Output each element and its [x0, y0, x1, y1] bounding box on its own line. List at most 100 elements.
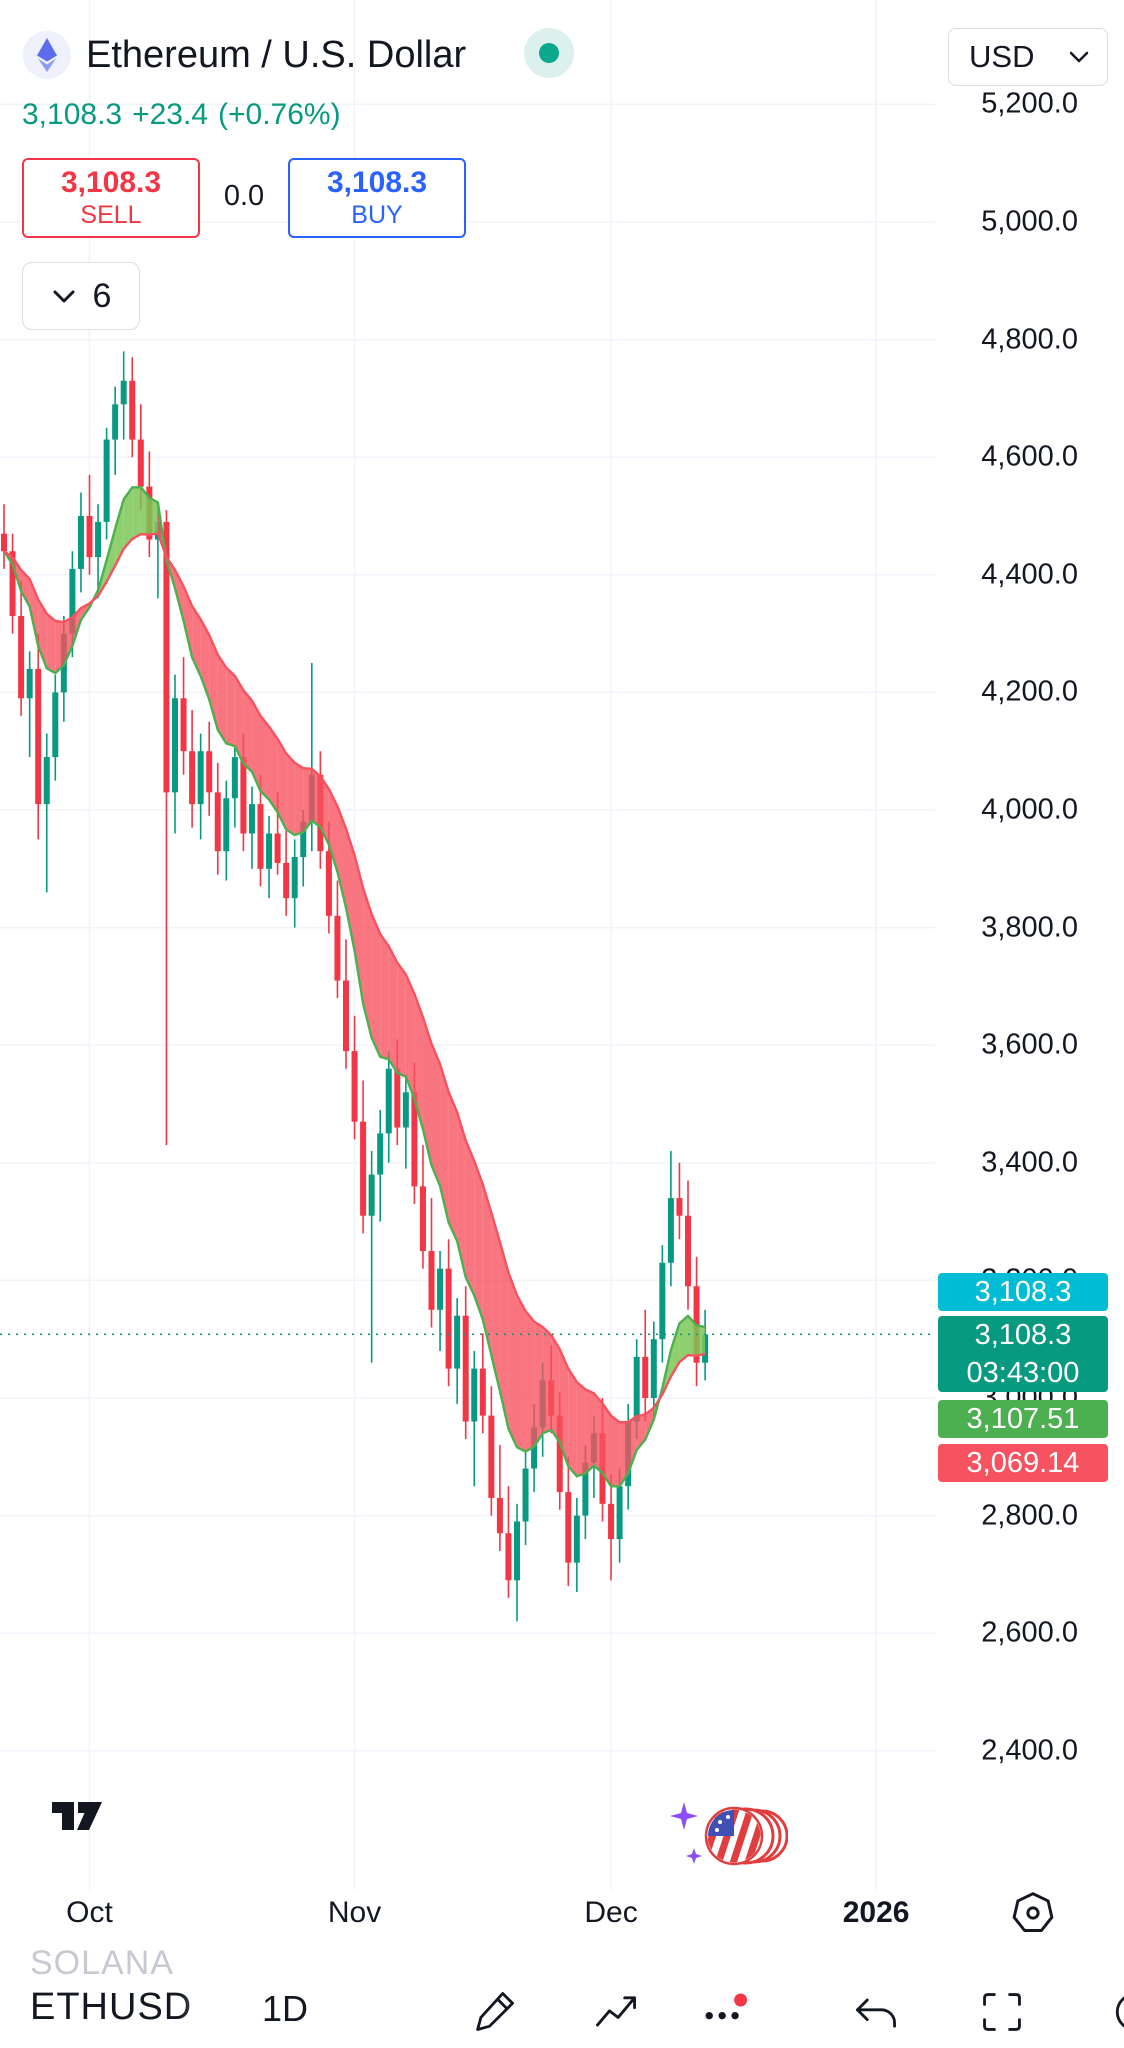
candle-body — [120, 380, 127, 405]
ema-fast-line — [2, 486, 706, 1488]
ema-ribbon-fill — [414, 993, 423, 1130]
candle-body — [248, 804, 255, 834]
time-axis-label: Oct — [66, 1896, 113, 1929]
ethereum-logo-icon — [23, 31, 71, 79]
price-axis[interactable]: 5,200.0 5,000.0 4,800.0 4,600.0 4,400.0 4,200… — [924, 0, 1124, 1890]
ema-ribbon-fill — [542, 1326, 552, 1434]
candle-body — [360, 1121, 367, 1216]
tradingview-logo[interactable] — [50, 1792, 104, 1834]
candle-body — [650, 1339, 657, 1398]
candle-body — [26, 668, 33, 699]
interval-button[interactable]: 1D — [262, 1988, 309, 2029]
price-axis-label: 2,600.0 — [981, 1616, 1078, 1649]
ema-ribbon-fill — [431, 1043, 441, 1186]
candle-body — [471, 1368, 478, 1422]
ema-slow-line — [3, 532, 706, 1424]
symbol-button[interactable]: ETHUSD — [30, 1986, 193, 2028]
candle-body — [334, 915, 341, 981]
candle-body — [300, 821, 307, 858]
partial-edge-icon[interactable] — [1102, 1988, 1124, 2036]
ema-ribbon-fill — [568, 1368, 577, 1477]
time-axis[interactable]: Oct Nov Dec 2026 — [0, 1888, 1124, 1944]
chart-settings-icon[interactable] — [1008, 1888, 1058, 1938]
ma-slow-price-tag: 3,069.14 — [938, 1444, 1108, 1482]
buy-label: BUY — [351, 200, 403, 229]
candle-body — [86, 516, 93, 558]
ema-ribbon-fill — [251, 700, 261, 792]
candle-body — [257, 804, 264, 869]
bottom-toolbar: ETHUSD 1D — [0, 1976, 1124, 2048]
ema-ribbon-fill — [517, 1295, 526, 1452]
currency-selector[interactable]: USD — [948, 28, 1108, 86]
candle-body — [206, 751, 213, 793]
candle-body — [180, 698, 187, 752]
promo-sticker-icon[interactable] — [670, 1794, 788, 1878]
candle-body — [291, 857, 298, 899]
ema-ribbon-fill — [491, 1212, 500, 1391]
price-axis-label: 2,800.0 — [981, 1499, 1078, 1532]
ma-fast-price-tag: 3,107.51 — [938, 1400, 1108, 1438]
candle-body — [18, 615, 25, 699]
ema-ribbon-fill — [422, 1017, 432, 1166]
sell-price: 3,108.3 — [60, 166, 162, 200]
buy-price: 3,108.3 — [326, 166, 428, 200]
candle-body — [454, 1315, 461, 1369]
candle-body — [274, 833, 281, 863]
price-axis-label: 2,400.0 — [981, 1734, 1078, 1767]
candle-body — [479, 1368, 486, 1416]
time-axis-label: 2026 — [842, 1896, 910, 1929]
candle-body — [642, 1356, 649, 1398]
market-status-indicator[interactable] — [524, 28, 574, 78]
currency-selector-value: USD — [969, 39, 1035, 74]
candle-body — [351, 1051, 358, 1122]
ema-ribbon-fill — [576, 1382, 586, 1477]
candle-body — [77, 516, 84, 569]
chevron-down-icon — [53, 290, 75, 303]
symbol-fade-overlay — [180, 1982, 240, 2034]
sell-button[interactable]: 3,108.3 SELL — [22, 158, 200, 238]
price-axis-label: 4,400.0 — [981, 558, 1078, 591]
candle-body — [496, 1497, 503, 1534]
buy-button[interactable]: 3,108.3 BUY — [288, 158, 466, 238]
ema-ribbon-fill — [226, 667, 235, 747]
ema-ribbon-fill — [303, 768, 312, 833]
candle-body — [676, 1198, 683, 1216]
candle-body — [283, 862, 290, 899]
ema-ribbon-fill — [55, 620, 64, 674]
ema-ribbon-fill — [294, 762, 304, 835]
ema-ribbon-fill — [465, 1140, 475, 1296]
ema-ribbon-fill — [320, 776, 329, 845]
price-chart[interactable] — [0, 0, 935, 1890]
ema-ribbon-fill — [192, 606, 201, 677]
price-axis-label: 4,600.0 — [981, 440, 1078, 473]
price-change-pct: (+0.76%) — [218, 98, 341, 131]
ema-ribbon-fill — [354, 855, 364, 1004]
candle-body — [231, 757, 238, 799]
indicator-count-dropdown[interactable]: 6 — [22, 262, 140, 330]
price-change-line: 3,108.3 +23.4 (+0.76%) — [22, 98, 351, 132]
ema-ribbon-fill — [440, 1064, 449, 1223]
ema-ribbon-fill — [380, 934, 389, 1060]
time-axis-label: Dec — [584, 1896, 638, 1929]
candle-body — [394, 1068, 401, 1128]
candle-body — [163, 521, 170, 793]
candle-body — [402, 1092, 409, 1128]
indicators-icon[interactable] — [592, 1988, 640, 2036]
ema-ribbon-fill — [149, 497, 158, 535]
ema-ribbon-fill — [559, 1349, 569, 1467]
candle-body — [266, 833, 273, 869]
more-options-icon[interactable] — [700, 1988, 748, 2036]
ema-ribbon-fill — [602, 1403, 612, 1487]
undo-icon[interactable] — [852, 1988, 900, 2036]
ema-ribbon-fill — [140, 487, 150, 535]
ema-ribbon-fill — [337, 806, 346, 908]
price-axis-label: 5,000.0 — [981, 205, 1078, 238]
candle-body — [189, 751, 196, 805]
ema-ribbon-fill — [217, 654, 227, 744]
ema-ribbon-fill — [448, 1091, 458, 1242]
fullscreen-icon[interactable] — [978, 1988, 1026, 2036]
price-axis-label: 3,800.0 — [981, 911, 1078, 944]
drawing-tools-icon[interactable] — [470, 1988, 518, 2036]
candle-body — [1, 533, 7, 552]
